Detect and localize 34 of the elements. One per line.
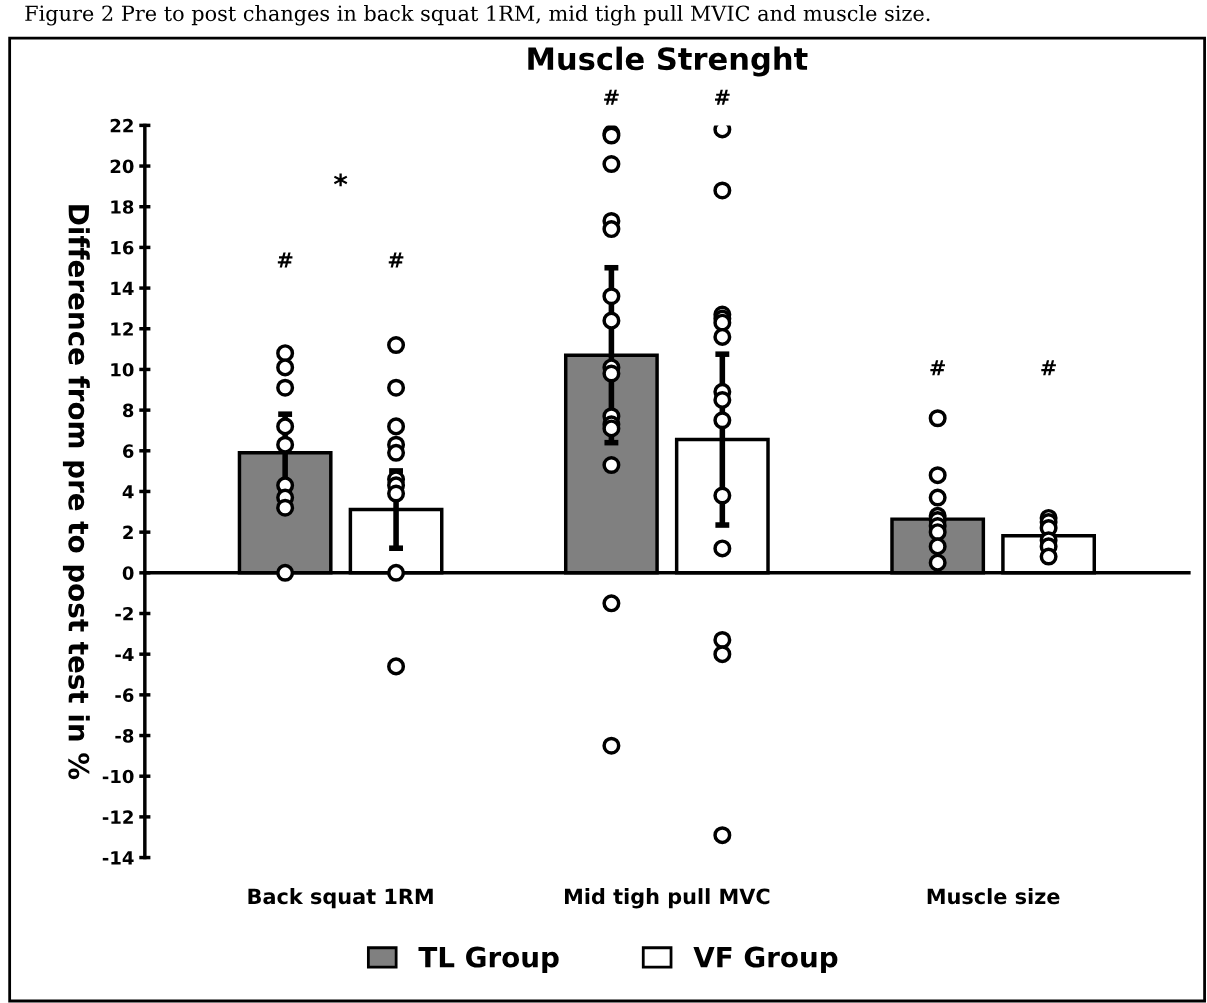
annotation: # bbox=[277, 252, 293, 268]
y-tick-label: -14 bbox=[102, 851, 134, 865]
annotation: # bbox=[1041, 360, 1056, 376]
text: # bbox=[715, 89, 730, 105]
y-tick-label: 10 bbox=[111, 362, 134, 377]
annotation: # bbox=[930, 360, 945, 376]
text: # bbox=[604, 89, 619, 105]
x-tick-label: Mid tigh pull MVC bbox=[565, 888, 770, 909]
y-tick-label: 14 bbox=[111, 281, 134, 295]
y-tick-label: -8 bbox=[115, 728, 134, 743]
y-tick-label: 0 bbox=[122, 566, 134, 580]
annotation: * bbox=[333, 173, 348, 187]
y-tick-label: -4 bbox=[115, 647, 134, 662]
x-tick-label: Muscle size bbox=[927, 888, 1060, 905]
y-tick-label: 20 bbox=[110, 159, 134, 174]
y-tick-label: -10 bbox=[102, 769, 134, 784]
y-tick-label: -12 bbox=[102, 810, 133, 824]
y-tick-label: 2 bbox=[123, 525, 133, 540]
y-tick-label: 16 bbox=[111, 240, 134, 255]
chart-title: Muscle Strenght bbox=[528, 46, 808, 77]
x-tick-label: Back squat 1RM bbox=[248, 888, 433, 909]
y-tick-label: 18 bbox=[111, 200, 134, 214]
y-tick-label: 22 bbox=[110, 118, 133, 133]
y-tick-label: 12 bbox=[111, 322, 133, 336]
legend-label: TL Group bbox=[418, 946, 559, 973]
y-tick-label: 6 bbox=[122, 444, 134, 458]
legend-label: VF Group bbox=[693, 946, 838, 973]
annotation: # bbox=[388, 252, 404, 268]
y-tick-label: 4 bbox=[122, 485, 134, 499]
y-axis-title: Difference from pre to post test in % bbox=[62, 205, 90, 780]
y-tick-label: -2 bbox=[115, 606, 133, 621]
caption: Figure 2 Pre to post changes in back squat 1RM, mid tigh pull MVIC and muscle size. bbox=[25, 5, 930, 26]
y-tick-label: 8 bbox=[122, 403, 134, 418]
y-tick-label: -6 bbox=[115, 688, 134, 702]
